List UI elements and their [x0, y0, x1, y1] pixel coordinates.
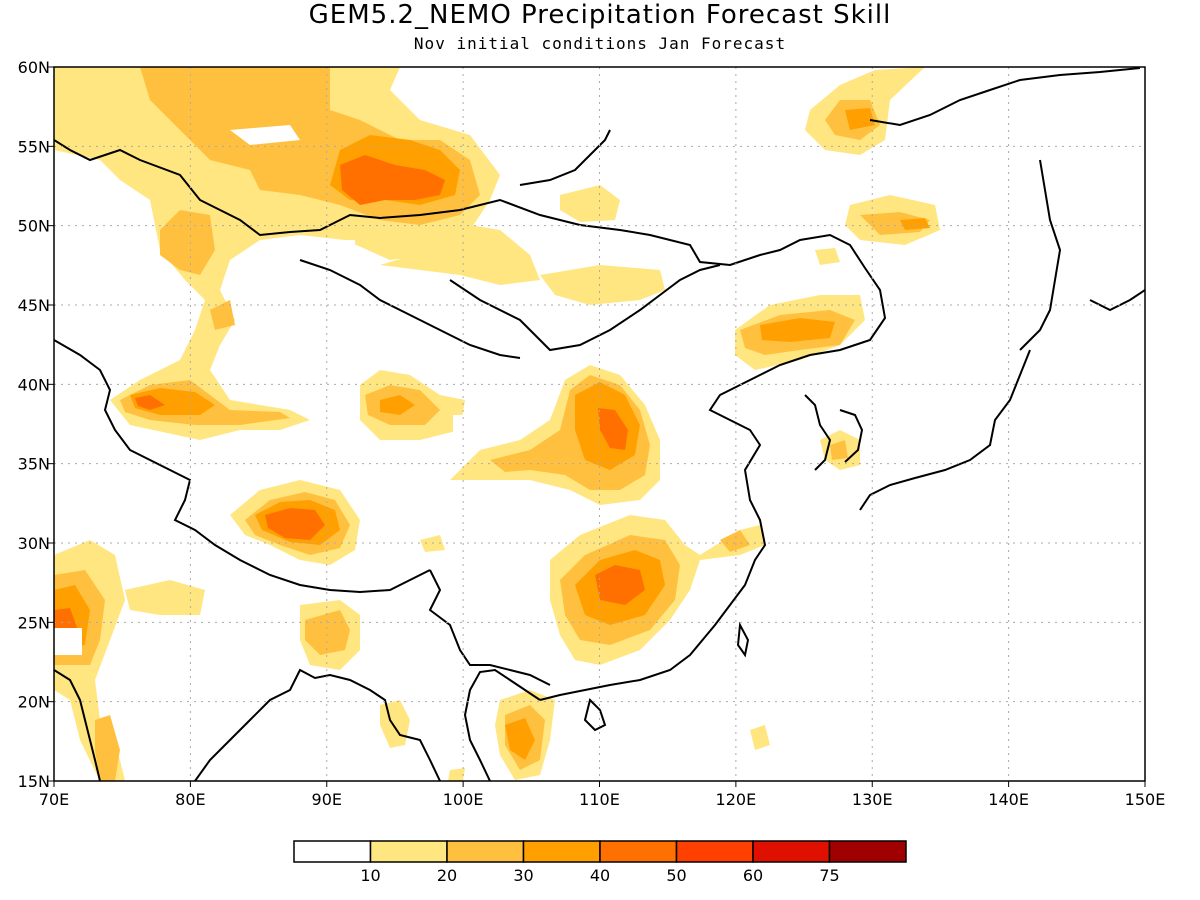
colorbar-swatch	[752, 840, 831, 863]
lat-tick-label: 40N	[18, 375, 50, 394]
colorbar-swatch	[828, 840, 907, 863]
lat-tick-label: 55N	[18, 137, 50, 156]
latitude-labels: 15N 20N 25N 30N 35N 40N 45N 50N 55N 60N	[18, 58, 54, 791]
chart-title: GEM5.2_NEMO Precipitation Forecast Skill	[308, 0, 892, 30]
lon-tick-label: 70E	[39, 790, 69, 809]
lat-tick-label: 35N	[18, 455, 50, 474]
colorbar-swatch	[446, 840, 525, 863]
colorbar-label: 60	[743, 866, 763, 885]
skill-shading	[54, 67, 940, 781]
gridlines	[54, 67, 1145, 781]
colorbar-swatch	[675, 840, 754, 863]
colorbar-swatch	[369, 840, 448, 863]
colorbar-label: 10	[360, 866, 380, 885]
colorbar-label: 20	[437, 866, 457, 885]
colorbar-swatch	[522, 840, 601, 863]
colorbar-swatch	[599, 840, 678, 863]
longitude-labels: 70E 80E 90E 100E 110E 120E 130E 140E 150E	[39, 781, 1166, 809]
lon-tick-label: 130E	[852, 790, 893, 809]
colorbar-label: 40	[590, 866, 610, 885]
lon-tick-label: 80E	[175, 790, 205, 809]
lon-tick-label: 90E	[312, 790, 342, 809]
colorbar-label: 50	[666, 866, 686, 885]
lat-tick-label: 30N	[18, 534, 50, 553]
lon-tick-label: 150E	[1125, 790, 1166, 809]
lat-tick-label: 50N	[18, 217, 50, 236]
lon-tick-label: 100E	[443, 790, 484, 809]
lat-tick-label: 45N	[18, 296, 50, 315]
colorbar-label: 30	[513, 866, 533, 885]
lat-tick-label: 25N	[18, 613, 50, 632]
chart-subtitle: Nov initial conditions Jan Forecast	[413, 34, 787, 53]
lat-tick-label: 60N	[18, 58, 50, 77]
coastlines	[54, 67, 1145, 781]
lon-tick-label: 140E	[988, 790, 1029, 809]
lon-tick-label: 110E	[579, 790, 620, 809]
lat-tick-label: 15N	[18, 772, 50, 791]
colorbar-label: 75	[819, 866, 839, 885]
lon-tick-label: 120E	[716, 790, 757, 809]
colorbar: 10 20 30 40 50 60 75	[293, 840, 907, 885]
lat-tick-label: 20N	[18, 693, 50, 712]
colorbar-swatch	[293, 840, 372, 863]
